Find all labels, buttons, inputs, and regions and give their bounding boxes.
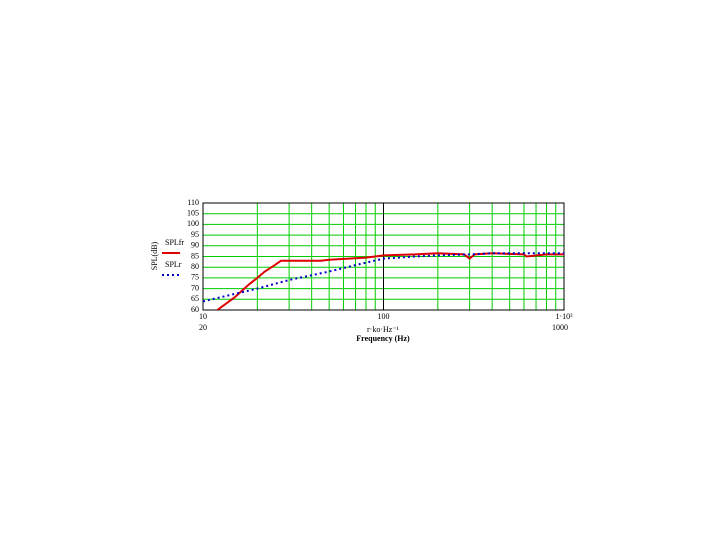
legend-label: SPLr <box>165 260 182 269</box>
y-tick-label: 105 <box>187 209 199 218</box>
y-axis-label: SPL(dB) <box>150 241 159 270</box>
y-tick-label: 90 <box>191 241 199 250</box>
series-line <box>216 252 564 310</box>
x-axis-label: Frequency (Hz) <box>356 334 410 343</box>
x-expression: r·ko·Hz⁻¹ <box>367 325 400 334</box>
x-tick-label: 10 <box>199 312 207 321</box>
legend-label: SPLfr <box>165 238 184 247</box>
y-tick-label: 95 <box>191 230 199 239</box>
x-tick-label: 100 <box>378 312 390 321</box>
y-tick-label: 70 <box>191 283 199 292</box>
y-tick-label: 85 <box>191 251 199 260</box>
x-tick-label: 1·10³ <box>555 312 573 321</box>
series-line <box>203 252 564 303</box>
y-tick-label: 65 <box>191 294 199 303</box>
x-range-label: 1000 <box>552 323 568 332</box>
y-tick-label: 80 <box>191 262 199 271</box>
y-tick-label: 60 <box>191 305 199 314</box>
y-tick-label: 100 <box>187 219 199 228</box>
y-tick-label: 110 <box>187 198 199 207</box>
plot-frame <box>202 202 565 311</box>
x-range-label: 20 <box>199 323 207 332</box>
y-tick-label: 75 <box>191 273 199 282</box>
